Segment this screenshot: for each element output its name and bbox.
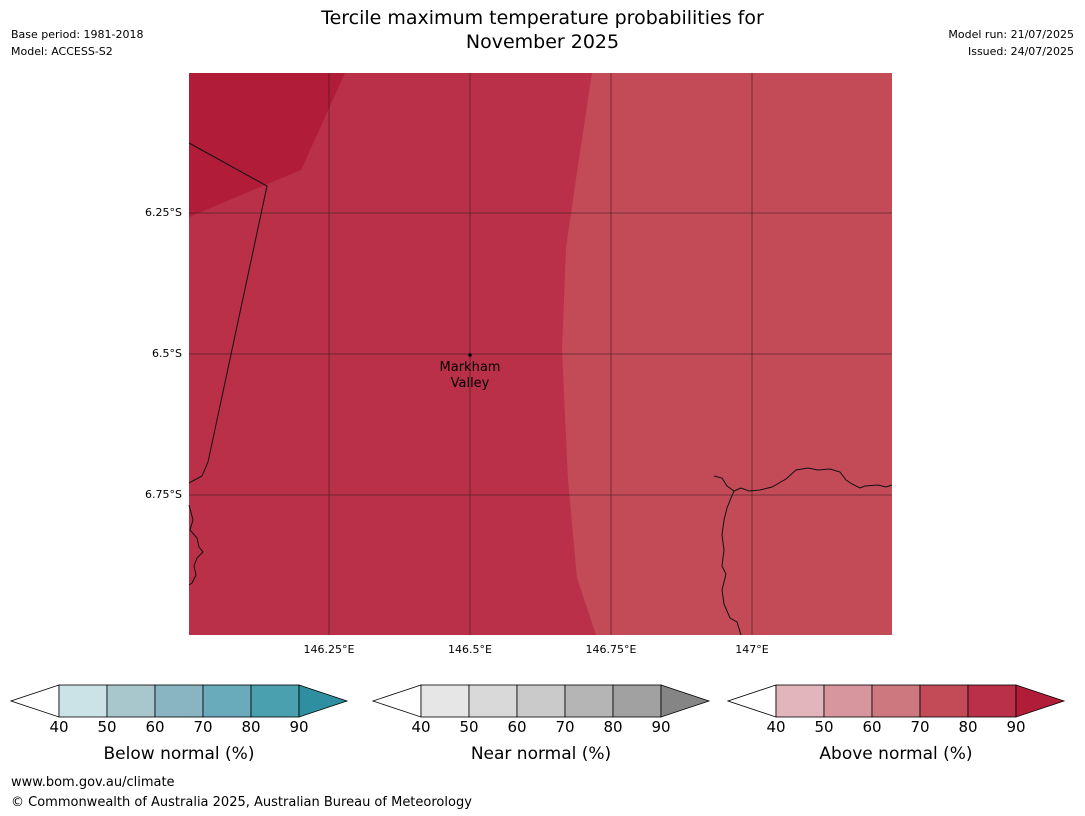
colorbar-segment <box>775 684 825 718</box>
colorbar-tick-label: 70 <box>193 718 213 736</box>
colorbar-tick-label: 40 <box>766 718 786 736</box>
colorbar-extend-high <box>660 684 711 718</box>
colorbar-segment <box>468 684 518 718</box>
model-run-text: Model run: 21/07/2025 <box>948 28 1074 41</box>
colorbar-segment <box>106 684 156 718</box>
colorbar-tick-label: 50 <box>814 718 834 736</box>
place-name-line-1: Markham <box>439 360 501 375</box>
lon-label-146-5: 146.5°E <box>448 643 492 656</box>
colorbar-segment <box>871 684 921 718</box>
colorbar-segment <box>516 684 566 718</box>
colorbar-segment <box>58 684 108 718</box>
colorbar-segment <box>420 684 470 718</box>
colorbar-tick-label: 60 <box>145 718 165 736</box>
lon-label-146-25: 146.25°E <box>303 643 355 656</box>
issued-text: Issued: 24/07/2025 <box>967 45 1074 58</box>
colorbar-segment <box>919 684 969 718</box>
colorbar-tick-label: 90 <box>289 718 309 736</box>
colorbar-extend-low <box>726 684 777 718</box>
colorbar-tick-label: 50 <box>97 718 117 736</box>
colorbar-extend-high <box>298 684 349 718</box>
colorbar-tick-label: 90 <box>651 718 671 736</box>
probability-map <box>188 73 893 636</box>
lat-label-6-5: 6.5°S <box>152 347 182 360</box>
colorbar-tick-label: 60 <box>862 718 882 736</box>
colorbar-tick-label: 80 <box>241 718 261 736</box>
graticule <box>189 73 892 635</box>
markham-valley-marker <box>468 353 472 357</box>
colorbar-below-normal <box>9 684 350 724</box>
colorbar-tick-label: 80 <box>603 718 623 736</box>
colorbar-tick-label: 60 <box>507 718 527 736</box>
title-line-1: Tercile maximum temperature probabilitie… <box>321 7 764 29</box>
colorbar-segment <box>250 684 300 718</box>
colorbar-tick-label: 40 <box>49 718 69 736</box>
place-name-line-2: Valley <box>450 376 490 391</box>
colorbar-tick-label: 80 <box>958 718 978 736</box>
colorbar-tick-label: 70 <box>910 718 930 736</box>
colorbar-svg-near <box>371 684 711 718</box>
coastline-huon <box>733 467 893 492</box>
lat-label-6-75: 6.75°S <box>145 488 182 501</box>
colorbar-segment <box>612 684 662 718</box>
province-boundary <box>188 142 268 484</box>
colorbar-title-above: Above normal (%) <box>819 744 973 764</box>
colorbar-segment <box>967 684 1017 718</box>
markham-valley-label: Markham Valley <box>430 360 510 392</box>
meta-left: Base period: 1981-2018 Model: ACCESS-S2 <box>11 26 143 60</box>
colorbar-title-near: Near normal (%) <box>470 744 612 764</box>
colorbar-svg-above <box>726 684 1066 718</box>
colorbar-extend-low <box>9 684 60 718</box>
lat-label-6-25: 6.25°S <box>145 206 182 219</box>
region-above-90 <box>189 73 345 217</box>
colorbar-tick-label: 40 <box>411 718 431 736</box>
coastline-gulf <box>713 475 742 636</box>
colorbar-tick-label: 90 <box>1006 718 1026 736</box>
footer-url: www.bom.gov.au/climate <box>11 775 175 790</box>
coastline-west <box>188 504 204 586</box>
lon-label-147: 147°E <box>735 643 769 656</box>
colorbar-tick-label: 50 <box>459 718 479 736</box>
colorbar-segment <box>564 684 614 718</box>
colorbar-segment <box>202 684 252 718</box>
colorbar-title-below: Below normal (%) <box>103 744 255 764</box>
colorbar-segment <box>823 684 873 718</box>
meta-right: Model run: 21/07/2025 Issued: 24/07/2025 <box>948 26 1074 60</box>
colorbar-svg-below <box>9 684 349 718</box>
footer-copyright: © Commonwealth of Australia 2025, Austra… <box>11 795 472 810</box>
colorbar-above-normal <box>726 684 1067 724</box>
colorbar-segment <box>154 684 204 718</box>
colorbar-tick-label: 70 <box>555 718 575 736</box>
colorbar-extend-low <box>371 684 422 718</box>
colorbar-extend-high <box>1015 684 1066 718</box>
lon-label-146-75: 146.75°E <box>585 643 637 656</box>
title-line-2: November 2025 <box>465 31 620 53</box>
model-text: Model: ACCESS-S2 <box>11 45 113 58</box>
map-title: Tercile maximum temperature probabilitie… <box>0 6 1085 54</box>
colorbar-near-normal <box>371 684 712 724</box>
base-period-text: Base period: 1981-2018 <box>11 28 144 41</box>
